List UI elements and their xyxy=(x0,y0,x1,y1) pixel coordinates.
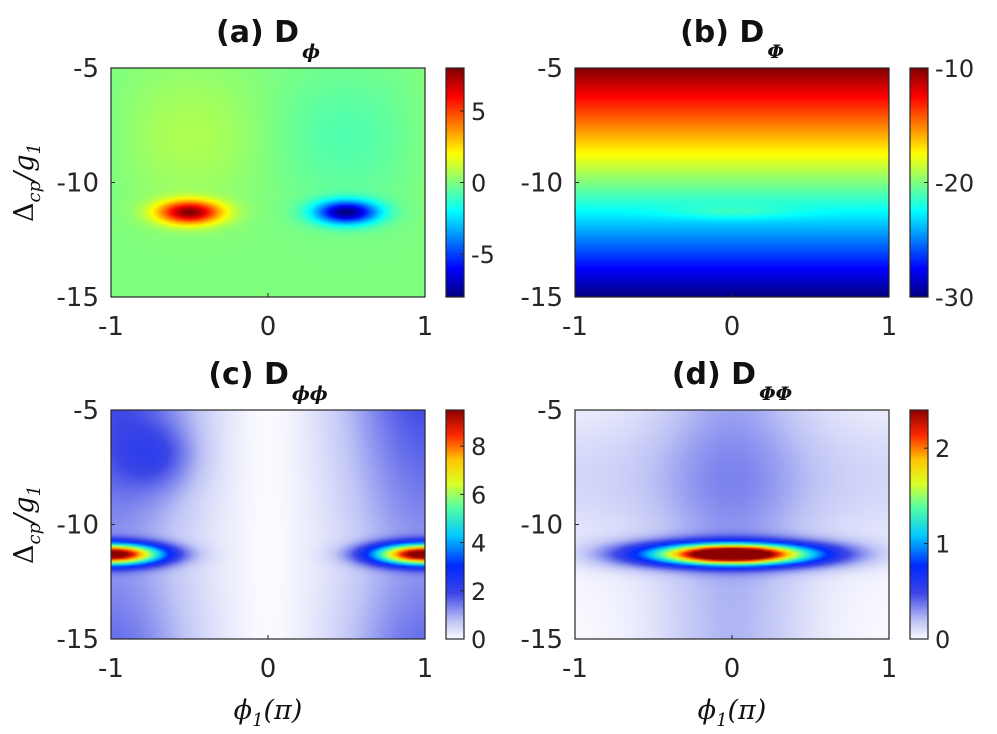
colorbar-tick-label: -30 xyxy=(935,284,974,312)
x-tick-label: 1 xyxy=(417,312,434,342)
y-tick-label: -5 xyxy=(73,396,99,426)
x-tick-label: 1 xyxy=(881,312,898,342)
colorbar-tick-label: 4 xyxy=(471,530,486,558)
panel-1: -10-20-30-1 0 1-5-10-15(b) DΦ xyxy=(521,15,975,342)
y-tick-label: -10 xyxy=(521,511,563,541)
colorbar-tick-label: 0 xyxy=(471,170,486,198)
x-axis-label: ϕ1(π) xyxy=(234,695,303,731)
colorbar xyxy=(910,68,928,297)
heatmap-3 xyxy=(575,410,889,639)
y-tick-label: -5 xyxy=(537,396,563,426)
chart-title: (a) Dϕ xyxy=(216,15,320,63)
colorbar-frame xyxy=(909,409,929,640)
x-tick-label: -1 xyxy=(98,654,124,684)
heatmap-1 xyxy=(575,68,889,297)
y-tick-label: -10 xyxy=(57,511,99,541)
y-tick-label: -10 xyxy=(521,169,563,199)
x-tick-label: -1 xyxy=(562,654,588,684)
x-tick-label: -1 xyxy=(98,312,124,342)
colorbar-tick-label: -20 xyxy=(935,170,974,198)
heatmap-0 xyxy=(111,68,425,297)
chart-title: (d) DΦΦ xyxy=(672,357,793,405)
colorbar-tick-label: 0 xyxy=(935,626,950,654)
colorbar xyxy=(446,68,464,297)
x-tick-label: 0 xyxy=(724,312,741,342)
y-tick-label: -10 xyxy=(57,169,99,199)
y-tick-label: -15 xyxy=(57,283,99,313)
colorbar-frame xyxy=(445,409,465,640)
y-tick-label: -15 xyxy=(57,625,99,655)
x-tick-label: 0 xyxy=(724,654,741,684)
x-axis-label: ϕ1(π) xyxy=(698,695,767,731)
y-axis-label: Δcp/g1 xyxy=(9,143,45,222)
chart-title: (c) Dϕϕ xyxy=(208,357,327,405)
chart-title: (b) DΦ xyxy=(680,15,784,63)
heatmap-2 xyxy=(111,410,425,639)
y-tick-label: -15 xyxy=(521,283,563,313)
x-tick-label: -1 xyxy=(562,312,588,342)
y-axis-label: Δcp/g1 xyxy=(9,485,45,564)
y-tick-label: -5 xyxy=(537,54,563,84)
x-tick-label: 1 xyxy=(417,654,434,684)
colorbar-tick-label: 5 xyxy=(471,98,486,126)
colorbar-tick-label: 0 xyxy=(471,626,486,654)
colorbar xyxy=(910,410,928,639)
colorbar-tick-label: -5 xyxy=(471,241,495,269)
x-tick-label: 1 xyxy=(881,654,898,684)
y-tick-label: -5 xyxy=(73,54,99,84)
colorbar-tick-label: 1 xyxy=(935,531,950,559)
colorbar xyxy=(446,410,464,639)
colorbar-tick-label: -10 xyxy=(935,55,974,83)
x-tick-label: 0 xyxy=(260,312,277,342)
y-tick-label: -15 xyxy=(521,625,563,655)
colorbar-tick-label: 2 xyxy=(935,435,950,463)
colorbar-tick-label: 8 xyxy=(471,433,486,461)
colorbar-tick-label: 2 xyxy=(471,578,486,606)
colorbar-tick-label: 6 xyxy=(471,481,486,509)
x-tick-label: 0 xyxy=(260,654,277,684)
